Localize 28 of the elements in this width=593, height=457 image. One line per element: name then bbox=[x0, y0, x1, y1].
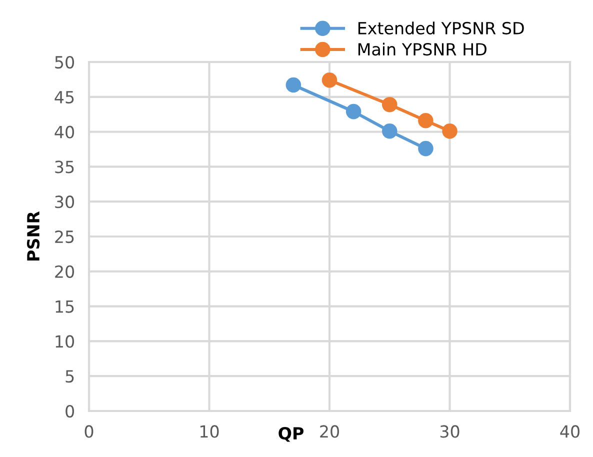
x-tick-label: 10 bbox=[200, 425, 219, 438]
y-tick-label: 35 bbox=[55, 160, 74, 174]
y-tick-label: 25 bbox=[55, 230, 74, 244]
legend-label: Main YPSNR HD bbox=[358, 42, 486, 56]
point bbox=[382, 96, 398, 112]
point bbox=[346, 104, 362, 120]
x-tick-label: 20 bbox=[320, 425, 339, 438]
x-axis-title: QP bbox=[278, 427, 304, 442]
point bbox=[322, 72, 338, 88]
y-tick-label: 45 bbox=[54, 91, 74, 104]
y-tick-label: 40 bbox=[54, 126, 74, 138]
y-tick-label: 0 bbox=[66, 404, 74, 418]
x-tick-label: 40 bbox=[560, 425, 580, 438]
point bbox=[286, 77, 302, 93]
legend-label: Extended YPSNR SD bbox=[358, 22, 524, 34]
y-tick-label: 20 bbox=[55, 265, 74, 278]
point bbox=[442, 123, 458, 139]
x-tick-label: 30 bbox=[440, 425, 460, 438]
y-tick-label: 50 bbox=[55, 56, 74, 69]
y-tick-label: 5 bbox=[66, 370, 74, 383]
y-axis-title: PSNR bbox=[26, 211, 40, 260]
x-tick-label: 0 bbox=[84, 425, 94, 438]
point bbox=[418, 140, 434, 156]
point bbox=[382, 123, 398, 139]
point bbox=[418, 112, 434, 128]
y-tick-label: 30 bbox=[55, 196, 74, 208]
y-tick-label: 15 bbox=[56, 300, 74, 313]
y-tick-label: 10 bbox=[56, 335, 74, 348]
